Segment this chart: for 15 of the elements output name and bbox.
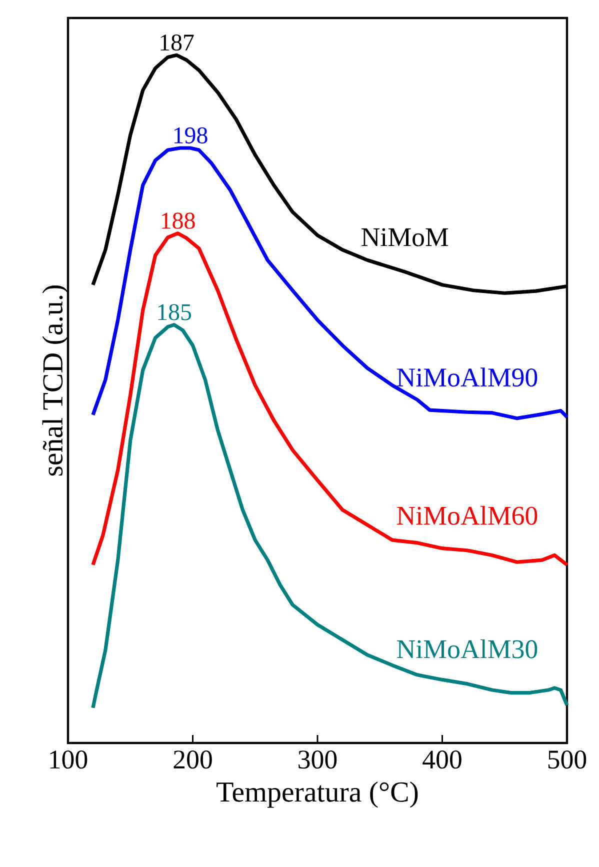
x-tick-label: 500 (548, 750, 586, 769)
x-tick-label: 300 (298, 750, 337, 769)
series-label: NiMoM (362, 228, 448, 246)
annotation: 187 (160, 34, 194, 51)
series-label: NiMoAlM90 (396, 368, 538, 387)
series-label: NiMoAlM30 (396, 639, 538, 658)
x-tick-label: 400 (422, 750, 462, 769)
series-label: NiMoAlM60 (396, 506, 538, 525)
x-tick-label: 200 (174, 750, 212, 769)
annotation: 188 (162, 212, 195, 229)
y-axis-title: señal TCD (a.u.) (42, 285, 68, 476)
annotation: 185 (158, 304, 192, 320)
x-axis-title: Temperatura (°C) (216, 782, 418, 808)
x-tick-label: 100 (50, 750, 88, 769)
annotation: 198 (174, 127, 208, 144)
